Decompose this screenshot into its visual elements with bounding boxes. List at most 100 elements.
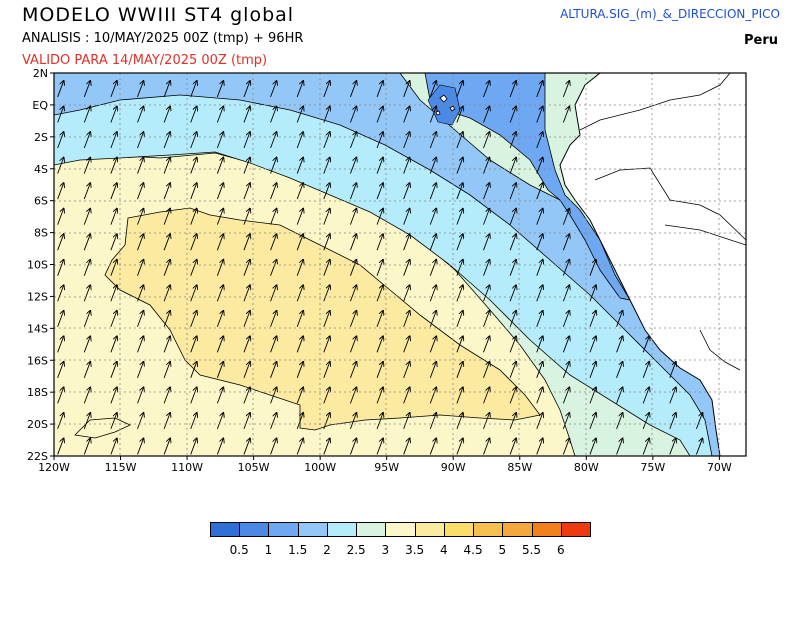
- wave-vector: [403, 362, 410, 378]
- lat-tick-label: EQ: [32, 99, 48, 112]
- wave-vector: [57, 336, 64, 353]
- wave-vector: [270, 311, 277, 327]
- wave-vector: [456, 234, 463, 251]
- wave-vector: [589, 336, 596, 353]
- wave-vector: [483, 387, 490, 404]
- wave-vector: [110, 183, 117, 200]
- wave-vector: [137, 158, 144, 174]
- wave-vector: [216, 413, 223, 430]
- wave-vector: [429, 209, 436, 225]
- wave-vector: [323, 413, 330, 430]
- lon-tick-label: 120W: [38, 461, 70, 474]
- model-title: MODELO WWIII ST4 global: [22, 4, 295, 26]
- wave-vector: [57, 362, 64, 378]
- wave-vector: [589, 387, 596, 404]
- wave-vector: [429, 438, 436, 455]
- wave-vector: [403, 260, 410, 276]
- wave-vector: [163, 234, 170, 251]
- wave-vector: [483, 106, 490, 123]
- wave-vector: [562, 209, 569, 225]
- colorbar-label: 3: [381, 543, 390, 557]
- wave-vector: [350, 81, 356, 98]
- wave-vector: [429, 285, 436, 302]
- wave-vector: [163, 362, 170, 378]
- wave-vector: [403, 234, 410, 251]
- wave-vector: [163, 81, 170, 98]
- wave-vector: [350, 132, 356, 149]
- lon-tick-label: 70W: [707, 461, 732, 474]
- wave-vector: [57, 234, 64, 251]
- lat-tick-label: 22S: [27, 450, 48, 463]
- wave-direction-vectors: [57, 81, 703, 455]
- colorbar-swatch: [239, 522, 270, 537]
- lat-tick-label: 6S: [34, 195, 48, 208]
- grid-lines: [54, 73, 746, 456]
- wave-vector: [509, 81, 516, 98]
- wave-vector: [163, 106, 170, 123]
- wave-vector: [536, 81, 543, 98]
- wave-vector: [562, 413, 569, 430]
- wave-vector: [83, 81, 90, 98]
- wave-vector: [509, 158, 516, 174]
- colorbar-label: 5: [498, 543, 507, 557]
- wave-vector: [296, 362, 303, 378]
- wave-vector: [83, 336, 90, 353]
- wave-vector: [456, 336, 463, 353]
- wave-vector: [216, 158, 223, 174]
- wave-vector: [429, 183, 436, 200]
- wave-vector: [616, 387, 623, 404]
- wave-vector: [110, 132, 117, 149]
- lon-tick-label: 75W: [640, 461, 665, 474]
- wave-vector: [429, 387, 436, 404]
- wave-vector: [403, 183, 410, 200]
- wave-vector: [376, 260, 383, 276]
- wave-vector: [376, 158, 383, 174]
- colorbar-label: 2: [323, 543, 331, 557]
- wave-vector: [509, 260, 516, 276]
- wave-vector: [536, 132, 543, 149]
- wave-vector: [296, 132, 303, 149]
- wave-vector: [536, 234, 543, 251]
- wave-vector: [57, 387, 64, 404]
- wave-vector: [323, 81, 330, 98]
- wave-vector: [83, 362, 90, 378]
- wave-vector: [483, 362, 490, 378]
- wave-vector: [243, 106, 250, 123]
- wave-vector: [403, 158, 410, 174]
- wave-vector: [323, 158, 330, 174]
- wave-vector: [137, 285, 144, 302]
- wave-vector: [110, 81, 117, 98]
- wave-vector: [350, 234, 356, 251]
- wave-vector: [270, 336, 277, 353]
- wave-vector: [163, 311, 170, 327]
- colorbar-swatch: [531, 522, 562, 537]
- wave-vector: [403, 132, 410, 149]
- galapagos-islands: [435, 94, 456, 116]
- wave-vector: [57, 209, 64, 225]
- wave-vector: [376, 209, 383, 225]
- wave-vector: [536, 336, 543, 353]
- wave-vector: [190, 234, 197, 251]
- wave-vector: [110, 106, 117, 123]
- wave-vector: [270, 183, 277, 200]
- lon-tick-label: 80W: [574, 461, 599, 474]
- wave-vector: [562, 234, 569, 251]
- wave-vector: [350, 183, 356, 200]
- wave-vector: [536, 362, 543, 378]
- wave-vector: [270, 106, 277, 123]
- wave-vector: [429, 81, 436, 98]
- wave-vector: [57, 413, 64, 430]
- wave-vector: [270, 413, 277, 430]
- wave-vector: [589, 362, 596, 378]
- wave-vector: [456, 362, 463, 378]
- wave-vector: [429, 413, 436, 430]
- wave-vector: [83, 209, 90, 225]
- wave-vector: [323, 106, 330, 123]
- wave-vector: [376, 438, 383, 455]
- wave-vector: [190, 285, 197, 302]
- wave-vector: [243, 209, 250, 225]
- wave-vector: [376, 336, 383, 353]
- wave-vector: [83, 438, 90, 455]
- wave-vector: [403, 285, 410, 302]
- wave-vector: [616, 311, 623, 327]
